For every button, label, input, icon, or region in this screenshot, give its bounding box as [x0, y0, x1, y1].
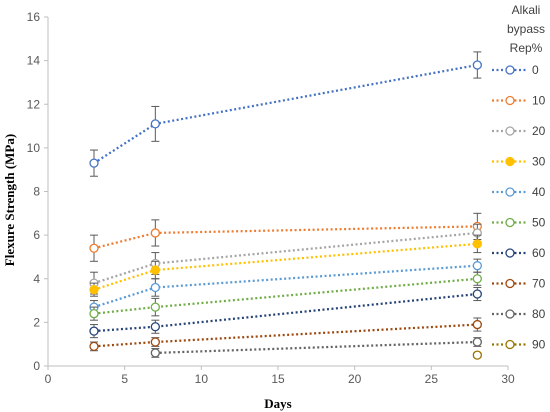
series-90	[472, 350, 482, 360]
x-tick-label: 25	[425, 372, 439, 386]
data-point	[472, 60, 482, 70]
legend-title-line: Alkali	[512, 3, 541, 17]
series-60	[89, 286, 482, 339]
legend-item-50: 50	[492, 216, 546, 230]
legend: Alkali bypass Rep% 0 10 20 30 40 50 60 70 80 90	[492, 3, 546, 352]
y-tick-label: 4	[33, 272, 40, 286]
legend-swatch-marker	[505, 156, 515, 167]
x-tick-label: 5	[121, 372, 128, 386]
data-point	[150, 322, 160, 332]
axes: 0 5 10 15 20 25 30 0 2 4 6 8 10 12 14 16	[27, 10, 515, 386]
series-line	[93, 231, 478, 285]
series-line	[93, 323, 478, 348]
y-tick-label: 8	[33, 185, 40, 199]
series-30	[89, 234, 482, 297]
legend-item-30: 30	[492, 155, 546, 169]
x-axis-title: Days	[264, 396, 291, 411]
legend-swatch-marker	[505, 126, 515, 136]
legend-label: 40	[532, 185, 546, 199]
data-point	[472, 261, 482, 271]
data-point	[472, 337, 482, 347]
legend-title-line: bypass	[507, 22, 545, 36]
y-tick-label: 16	[27, 10, 41, 24]
x-tick-label: 15	[271, 372, 285, 386]
series-70	[89, 317, 482, 352]
y-tick-label: 14	[27, 54, 41, 68]
data-point	[150, 228, 160, 238]
y-tick-label: 6	[33, 228, 40, 242]
legend-swatch-marker	[505, 339, 515, 350]
data-point	[89, 326, 99, 336]
legend-label: 50	[532, 216, 546, 230]
series-40	[89, 258, 482, 315]
legend-item-10: 10	[492, 94, 546, 108]
legend-swatch-marker	[505, 187, 515, 197]
legend-label: 30	[532, 155, 546, 169]
y-tick-label: 10	[27, 141, 41, 155]
x-tick-label: 10	[195, 372, 209, 386]
data-point	[150, 337, 160, 347]
legend-swatch-marker	[505, 95, 515, 106]
legend-swatch-marker	[505, 217, 515, 228]
data-point	[150, 119, 160, 129]
data-point	[89, 243, 99, 253]
legend-swatch-marker	[505, 278, 515, 289]
legend-label: 60	[532, 246, 546, 260]
series-line	[93, 63, 478, 165]
data-point	[150, 282, 160, 293]
series-80	[150, 337, 482, 358]
legend-item-90: 90	[492, 338, 546, 352]
y-tick-label: 12	[27, 97, 41, 111]
data-point	[150, 265, 160, 275]
legend-swatch-marker	[505, 65, 515, 75]
x-tick-label: 20	[348, 372, 362, 386]
legend-label: 80	[532, 307, 546, 321]
data-point	[89, 285, 99, 295]
data-point	[472, 274, 482, 284]
legend-label: 90	[532, 338, 546, 352]
y-tick-label: 0	[33, 359, 40, 373]
legend-label: 70	[532, 277, 546, 291]
legend-label: 20	[532, 124, 546, 138]
data-point	[472, 350, 482, 360]
data-point	[472, 319, 482, 330]
legend-swatch-marker	[505, 309, 515, 319]
x-tick-label: 30	[501, 372, 515, 386]
series-0	[89, 51, 482, 177]
legend-swatch-marker	[505, 248, 515, 258]
legend-item-80: 80	[492, 307, 546, 321]
data-point	[472, 239, 482, 249]
series-line	[155, 340, 478, 355]
y-tick-label: 2	[33, 315, 40, 329]
series-50	[89, 271, 482, 321]
legend-title-line: Rep%	[510, 41, 543, 55]
x-tick-label: 0	[45, 372, 52, 386]
legend-item-70: 70	[492, 277, 546, 291]
series-10	[89, 212, 482, 262]
legend-item-0: 0	[492, 63, 539, 77]
data-point	[150, 302, 160, 312]
legend-item-20: 20	[492, 124, 546, 138]
legend-label: 10	[532, 94, 546, 108]
legend-label: 0	[532, 63, 539, 77]
legend-item-40: 40	[492, 185, 546, 199]
data-point	[150, 348, 160, 358]
y-axis-title: Flexure Strength (MPa)	[2, 134, 17, 266]
data-point	[89, 158, 99, 168]
plot-area	[89, 51, 482, 360]
data-point	[89, 341, 99, 352]
data-point	[472, 289, 482, 299]
legend-item-60: 60	[492, 246, 546, 260]
data-point	[89, 308, 99, 319]
